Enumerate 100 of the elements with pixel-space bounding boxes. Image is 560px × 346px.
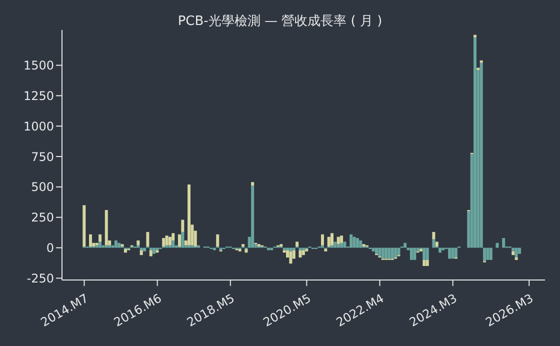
bar: [165, 236, 168, 246]
bar: [89, 234, 92, 247]
bar: [98, 234, 102, 242]
y-tick-label: 1250: [23, 88, 54, 103]
bar: [305, 248, 308, 252]
bar: [118, 242, 121, 248]
bar: [149, 250, 152, 256]
bar: [251, 186, 254, 248]
bar: [298, 250, 302, 258]
bar: [356, 238, 359, 248]
bar: [289, 251, 292, 264]
bar: [514, 257, 518, 260]
bar: [327, 236, 330, 247]
y-tick-label: -250: [26, 271, 54, 286]
bar: [296, 242, 299, 247]
bar: [480, 60, 483, 63]
bar: [352, 236, 356, 248]
bar: [238, 248, 242, 252]
bar: [336, 244, 340, 248]
y-tick-label: 750: [31, 150, 54, 164]
y-tick-label: 0: [46, 241, 54, 256]
bar: [181, 232, 184, 248]
bar: [422, 248, 426, 260]
bar: [384, 248, 388, 259]
bar: [397, 248, 400, 256]
bar: [146, 232, 150, 247]
bar: [140, 250, 143, 256]
bar: [162, 238, 166, 247]
bar: [514, 248, 518, 258]
bar: [334, 242, 337, 248]
bar: [102, 245, 105, 248]
bar: [390, 248, 394, 259]
bar: [330, 233, 334, 246]
bar: [518, 248, 521, 254]
bar: [251, 182, 254, 186]
bar: [104, 245, 108, 248]
bar: [381, 248, 384, 259]
bar: [394, 248, 398, 258]
bar: [474, 34, 477, 38]
bar: [476, 68, 480, 70]
bar: [136, 245, 140, 248]
bar: [156, 250, 159, 253]
bar: [432, 239, 436, 248]
y-tick-label: 250: [31, 210, 54, 225]
bar: [114, 240, 118, 248]
bar: [165, 245, 168, 248]
bar: [410, 248, 413, 260]
bar: [289, 248, 292, 252]
bar: [362, 244, 366, 247]
bar: [388, 248, 391, 259]
bar: [438, 248, 442, 253]
bar: [451, 248, 454, 259]
bar: [98, 242, 102, 248]
bar: [95, 242, 98, 246]
bar: [374, 248, 378, 254]
bar: [95, 245, 98, 248]
bar: [512, 251, 515, 256]
bar: [486, 248, 490, 260]
bar: [120, 244, 124, 247]
bar: [480, 62, 483, 248]
bar: [324, 248, 328, 252]
bar: [188, 184, 191, 246]
bar: [82, 205, 86, 247]
bar: [419, 248, 422, 252]
bar: [188, 245, 191, 248]
bar: [152, 248, 156, 254]
bar: [216, 234, 220, 247]
bar: [320, 245, 324, 248]
bar: [168, 236, 172, 246]
bar: [340, 242, 344, 248]
bar: [489, 248, 492, 260]
bar: [330, 245, 334, 248]
bar: [426, 260, 429, 266]
chart-title: PCB-光學檢測 — 營收成長率 ( 月 ): [176, 13, 384, 30]
bar: [320, 234, 324, 246]
bar: [343, 242, 346, 248]
bar: [104, 210, 108, 246]
bar: [197, 245, 200, 248]
bar: [340, 236, 344, 243]
bar: [435, 242, 438, 247]
bar: [242, 244, 245, 247]
bar: [483, 248, 486, 262]
bar: [190, 245, 194, 248]
bar: [257, 244, 260, 247]
bar: [432, 232, 436, 240]
bar: [372, 248, 375, 252]
bar: [350, 234, 353, 248]
bar: [143, 248, 146, 252]
bar: [413, 248, 416, 260]
bar: [496, 242, 499, 248]
bar: [448, 248, 452, 259]
bar: [454, 248, 458, 258]
bar: [181, 220, 184, 232]
y-tick-label: 500: [31, 180, 54, 194]
bar: [178, 234, 181, 247]
bar: [108, 245, 112, 248]
bar: [422, 260, 426, 266]
bar: [280, 244, 283, 247]
bar: [359, 240, 362, 248]
bar: [172, 240, 175, 248]
